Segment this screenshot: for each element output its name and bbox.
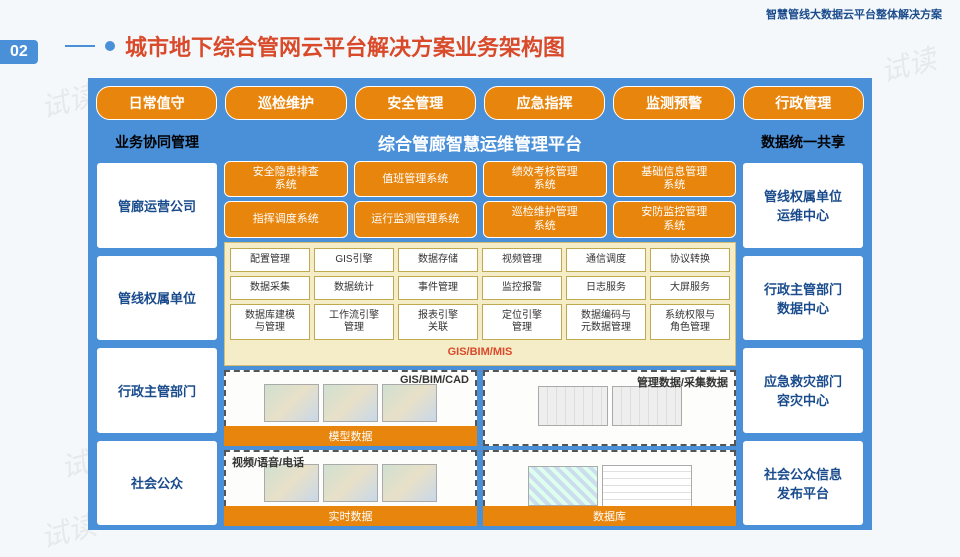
mw-storage: 数据存储 — [398, 248, 478, 272]
mw-config: 配置管理 — [230, 248, 310, 272]
data-model: GIS/BIM/CAD 模型数据 — [224, 370, 477, 446]
orange-row-1: 安全隐患排查系统 值班管理系统 绩效考核管理系统 基础信息管理系统 — [224, 161, 736, 197]
middleware-panel: 配置管理 GIS引擎 数据存储 视频管理 通信调度 协议转换 数据采集 数据统计… — [224, 242, 736, 366]
left-header: 业务协同管理 — [96, 128, 218, 156]
sys-safety-risk: 安全隐患排查系统 — [224, 161, 348, 197]
mw-workflow: 工作流引擎管理 — [314, 304, 394, 340]
mw-alarm: 监控报警 — [482, 276, 562, 300]
data-model-title: GIS/BIM/CAD — [400, 374, 469, 386]
right-box-public-platform: 社会公众信息发布平台 — [742, 440, 864, 527]
tab-safety: 安全管理 — [355, 86, 476, 120]
mw-video: 视频管理 — [482, 248, 562, 272]
sys-basic-info: 基础信息管理系统 — [613, 161, 737, 197]
right-header: 数据统一共享 — [742, 128, 864, 156]
right-column: 数据统一共享 管线权属单位运维中心 行政主管部门数据中心 应急救灾部门容灾中心 … — [742, 128, 864, 526]
orange-row-2: 指挥调度系统 运行监测管理系统 巡检维护管理系统 安防监控管理系统 — [224, 201, 736, 237]
sys-inspection-mgmt: 巡检维护管理系统 — [483, 201, 607, 237]
chart2-image-icon — [612, 386, 682, 426]
mw-collect: 数据采集 — [230, 276, 310, 300]
bim-image-icon — [382, 384, 437, 422]
data-database: 数据库 — [483, 450, 736, 526]
data-database-footer: 数据库 — [483, 506, 736, 526]
slide-number: 02 — [0, 40, 38, 64]
data-realtime: 视频/语音/电话 实时数据 — [224, 450, 477, 526]
tab-emergency: 应急指挥 — [484, 86, 605, 120]
mw-gis: GIS引擎 — [314, 248, 394, 272]
cad-image-icon — [264, 384, 319, 422]
mw-event: 事件管理 — [398, 276, 478, 300]
chart-image-icon — [538, 386, 608, 426]
tab-monitor: 监测预警 — [613, 86, 734, 120]
center-column: 综合管廊智慧运维管理平台 安全隐患排查系统 值班管理系统 绩效考核管理系统 基础… — [224, 128, 736, 526]
title-decoration — [65, 45, 95, 47]
table-image-icon — [602, 465, 692, 507]
right-box-emergency-center: 应急救灾部门容灾中心 — [742, 347, 864, 434]
sys-dispatch: 指挥调度系统 — [224, 201, 348, 237]
mw-screen: 大屏服务 — [650, 276, 730, 300]
tab-admin: 行政管理 — [743, 86, 864, 120]
gis-image-icon — [323, 384, 378, 422]
left-column: 业务协同管理 管廊运营公司 管线权属单位 行政主管部门 社会公众 — [96, 128, 218, 526]
data-mgmt-title: 管理数据/采集数据 — [637, 374, 728, 390]
data-realtime-title: 视频/语音/电话 — [232, 454, 304, 470]
mw-report: 报表引擎关联 — [398, 304, 478, 340]
tab-daily: 日常值守 — [96, 86, 217, 120]
sys-security-monitor: 安防监控管理系统 — [613, 201, 737, 237]
mw-location: 定位引擎管理 — [482, 304, 562, 340]
mw-comm: 通信调度 — [566, 248, 646, 272]
left-box-operator: 管廊运营公司 — [96, 162, 218, 249]
architecture-diagram: 日常值守 巡检维护 安全管理 应急指挥 监测预警 行政管理 业务协同管理 管廊运… — [88, 78, 872, 530]
page-title: 城市地下综合管网云平台解决方案业务架构图 — [125, 30, 565, 62]
sys-perf-mgmt: 绩效考核管理系统 — [483, 161, 607, 197]
left-box-owner: 管线权属单位 — [96, 255, 218, 342]
title-dot-icon — [105, 41, 115, 51]
page-title-row: 城市地下综合管网云平台解决方案业务架构图 — [65, 30, 565, 62]
voice-image-icon — [323, 464, 378, 502]
tab-inspection: 巡检维护 — [225, 86, 346, 120]
watermark: 试读 — [876, 37, 940, 90]
gis-bim-mis-label: GIS/BIM/MIS — [230, 344, 730, 360]
mw-metadata: 数据编码与元数据管理 — [566, 304, 646, 340]
mw-log: 日志服务 — [566, 276, 646, 300]
right-box-gov-center: 行政主管部门数据中心 — [742, 255, 864, 342]
left-box-public: 社会公众 — [96, 440, 218, 527]
top-tabs-row: 日常值守 巡检维护 安全管理 应急指挥 监测预警 行政管理 — [96, 86, 864, 120]
mw-protocol: 协议转换 — [650, 248, 730, 272]
sys-duty-mgmt: 值班管理系统 — [354, 161, 478, 197]
mw-dbmodel: 数据库建模与管理 — [230, 304, 310, 340]
doc-title: 智慧管线大数据云平台整体解决方案 — [766, 6, 942, 22]
map-image-icon — [528, 466, 598, 506]
right-box-owner-center: 管线权属单位运维中心 — [742, 162, 864, 249]
sys-operation-monitor: 运行监测管理系统 — [354, 201, 478, 237]
data-layer: GIS/BIM/CAD 模型数据 视频/语音/电话 — [224, 370, 736, 526]
data-mgmt: 管理数据/采集数据 — [483, 370, 736, 446]
data-model-footer: 模型数据 — [224, 426, 477, 446]
mw-stats: 数据统计 — [314, 276, 394, 300]
left-box-gov: 行政主管部门 — [96, 347, 218, 434]
mw-auth: 系统权限与角色管理 — [650, 304, 730, 340]
data-realtime-footer: 实时数据 — [224, 506, 477, 526]
phone-image-icon — [382, 464, 437, 502]
center-title: 综合管廊智慧运维管理平台 — [224, 128, 736, 157]
